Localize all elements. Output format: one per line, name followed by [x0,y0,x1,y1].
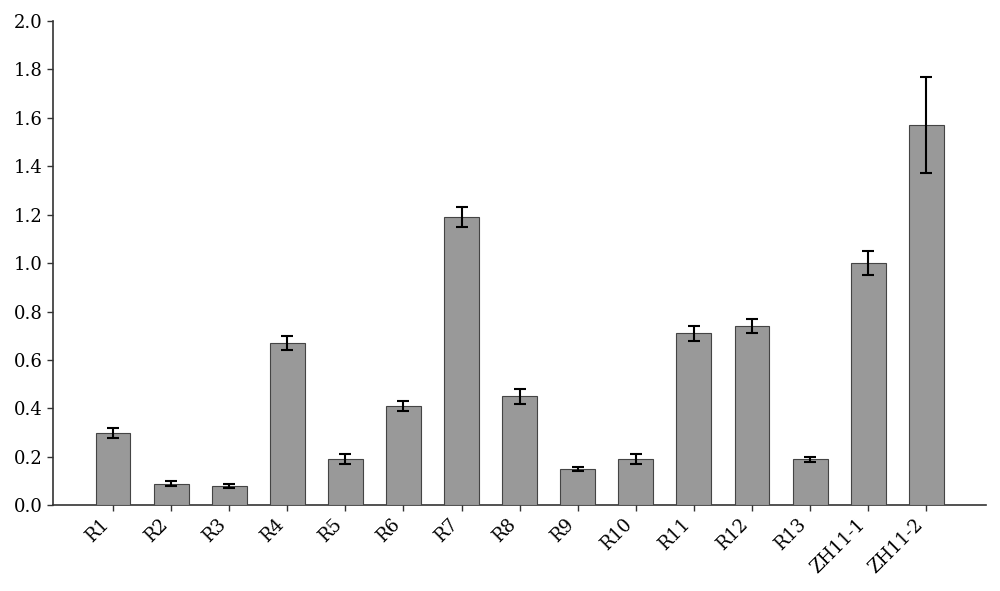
Bar [909,125,944,505]
Bar [618,459,653,505]
Bar [154,483,189,505]
Bar [270,343,305,505]
Bar [386,406,421,505]
Bar [212,486,247,505]
Bar [328,459,363,505]
Bar [96,433,130,505]
Bar [676,333,711,505]
Bar [735,326,769,505]
Bar [851,263,886,505]
Bar [444,217,479,505]
Bar [560,469,595,505]
Bar [502,397,537,505]
Bar [793,459,828,505]
